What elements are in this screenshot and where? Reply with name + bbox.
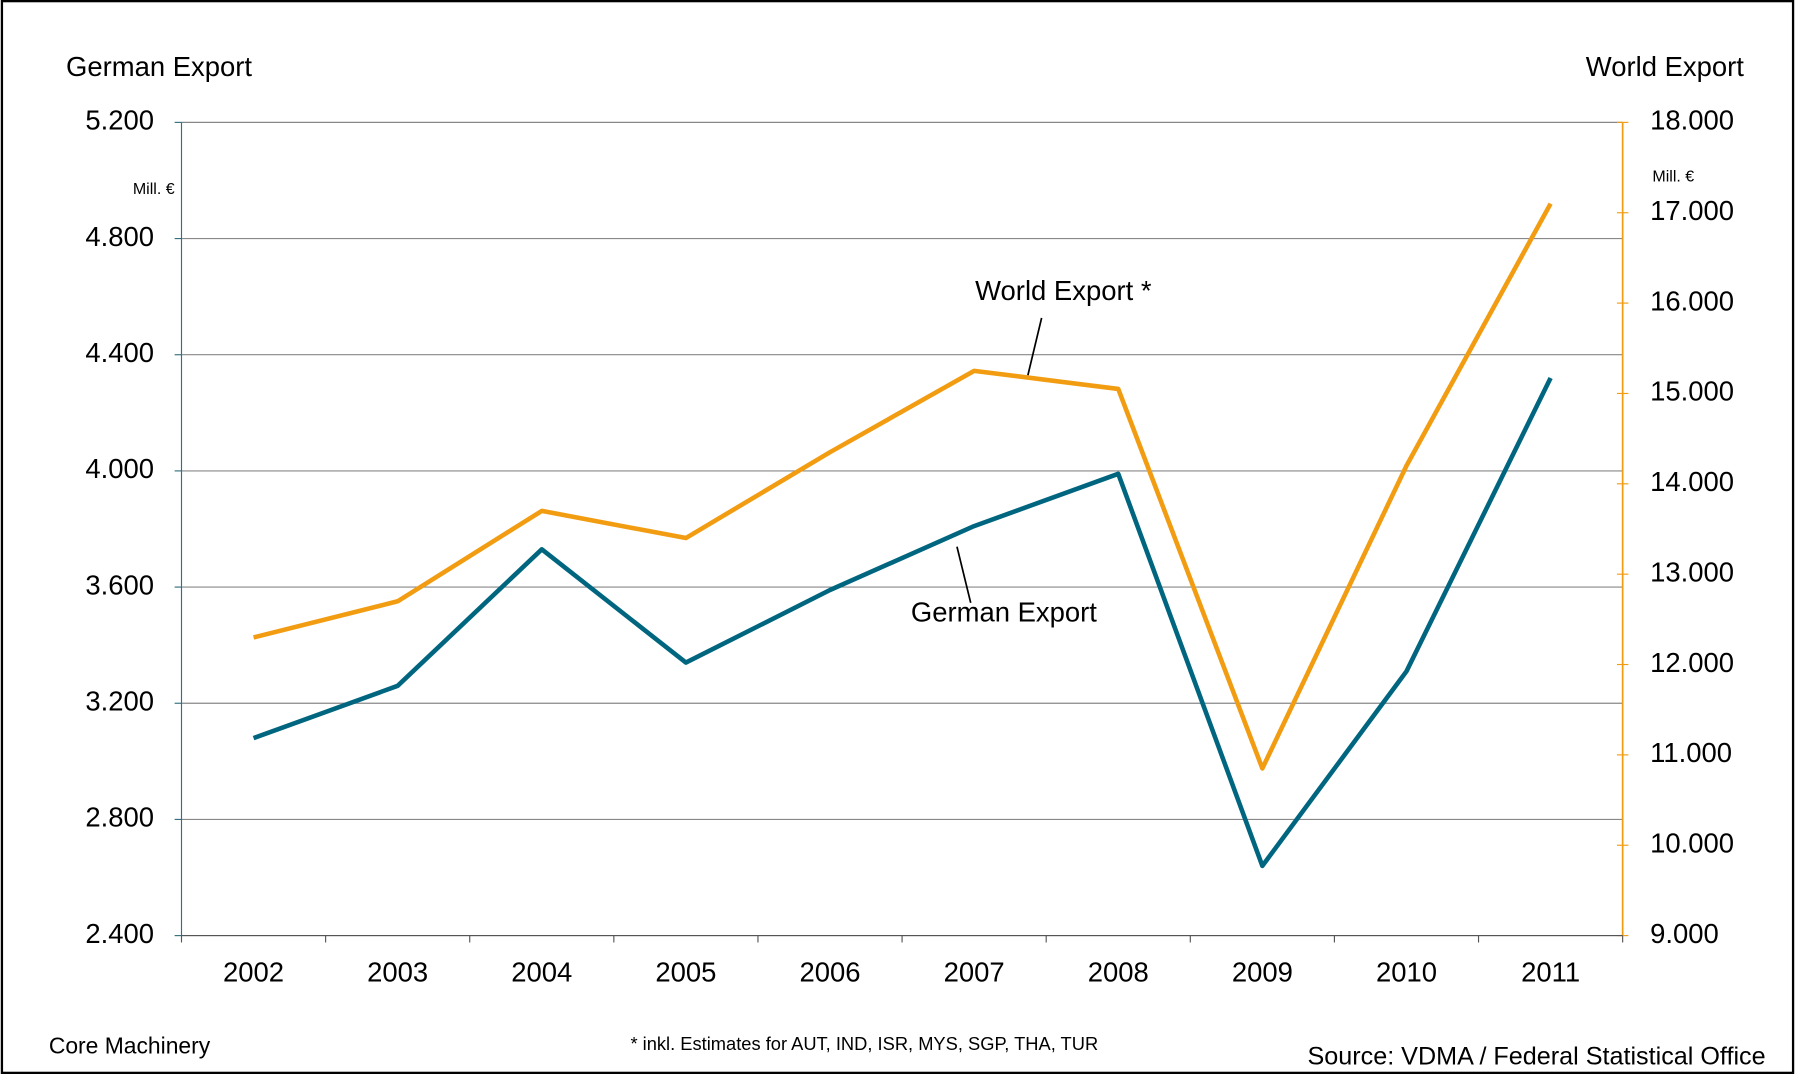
line [253,202,1553,771]
y2-tick-label: 9.000 [1650,918,1719,949]
footnote: * inkl. Estimates for AUT, IND, ISR, MYS… [630,1033,1098,1054]
y-unit: Mill. € [133,181,175,198]
y-tick-label: 4.400 [85,337,154,368]
y-tick-label: 3.200 [85,686,154,717]
y-tick-label: 4.000 [85,453,154,484]
x-tick-label: 2006 [799,957,860,988]
x-tick-label: 2002 [223,957,284,988]
y2-tick-label: 12.000 [1650,647,1734,678]
y2-tick-label: 17.000 [1650,195,1734,226]
y-tick-label: 2.400 [85,918,154,949]
y2-tick-label: 18.000 [1650,105,1734,136]
y-tick-label: 5.200 [85,105,154,136]
y2-tick-label: 10.000 [1650,827,1734,858]
y2-tick-label: 13.000 [1650,556,1734,587]
y-tick-label: 3.600 [85,569,154,600]
x-tick-label: 2007 [944,957,1005,988]
y2-unit: Mill. € [1652,169,1694,186]
x-tick-label: 2009 [1232,957,1293,988]
y-tick-label: 4.800 [85,221,154,252]
annotation-leader [1027,317,1043,376]
x-tick-label: 2010 [1376,957,1437,988]
x-tick-label: 2003 [367,957,428,988]
y2-axis-title: World Export [1586,51,1744,82]
footer-left: Core Machinery [49,1033,211,1059]
x-tick-label: 2008 [1088,957,1149,988]
x-tick-label: 2011 [1521,957,1580,988]
annotation-leader [956,546,972,603]
y-axis-title: German Export [66,51,252,82]
annotation: World Export * [975,275,1152,306]
source: Source: VDMA / Federal Statistical Offic… [1307,1043,1765,1071]
y2-tick-label: 11.000 [1650,737,1732,768]
y-tick-label: 2.800 [85,802,154,833]
line [252,376,1553,869]
y2-tick-label: 14.000 [1650,466,1734,497]
x-tick-label: 2005 [655,957,716,988]
y2-tick-label: 15.000 [1650,376,1734,407]
y2-tick-label: 16.000 [1650,285,1734,316]
x-tick-label: 2004 [511,957,572,988]
annotation: German Export [911,596,1097,627]
